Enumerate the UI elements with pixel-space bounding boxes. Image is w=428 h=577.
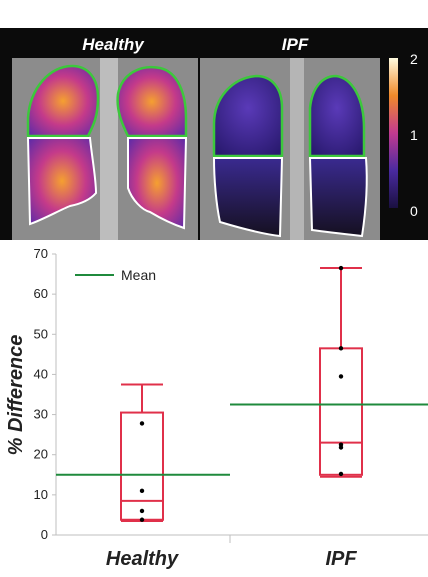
ipf-point-2 — [338, 374, 344, 379]
ipf-point-5 — [338, 471, 344, 477]
ipf-point-0 — [338, 265, 344, 271]
ipf-panel: IPF — [200, 35, 380, 240]
healthy-left-lower-lung — [26, 137, 98, 226]
healthy-point-1 — [139, 488, 145, 494]
colorbar-tick-1: 1 — [410, 127, 418, 143]
ipf-left-upper-lung — [212, 74, 284, 158]
healthy-panel-title: Healthy — [82, 35, 145, 54]
healthy-mediastinum — [100, 58, 118, 240]
plot-axes: 0 10 20 30 40 50 60 70 Healthy IPF — [34, 246, 428, 570]
healthy-box — [120, 411, 164, 521]
plot-marks — [56, 265, 428, 522]
legend: Mean — [75, 267, 156, 283]
healthy-point-0 — [139, 421, 145, 426]
colorbar-tick-2: 2 — [410, 51, 418, 67]
colorbar: 2 1 0 — [389, 51, 418, 219]
ipf-right-lower-lung — [308, 157, 368, 238]
healthy-left-upper-lung — [26, 64, 100, 138]
y-tick-label-60: 60 — [34, 286, 48, 301]
colorbar-gradient — [389, 58, 398, 208]
ipf-point-4 — [338, 445, 344, 450]
y-tick-label-10: 10 — [34, 487, 48, 502]
y-tick-label-30: 30 — [34, 407, 48, 422]
healthy-panel: Healthy — [12, 35, 198, 240]
x-category-label-healthy: Healthy — [106, 548, 179, 570]
healthy-right-upper-lung — [116, 65, 188, 138]
y-axis-title: % Difference — [5, 335, 27, 456]
box-plot: 0 10 20 30 40 50 60 70 Healthy IPF % Difference M… — [5, 246, 428, 570]
ipf-point-1 — [338, 346, 344, 351]
healthy-point-3 — [139, 517, 145, 522]
colorbar-tick-0: 0 — [410, 203, 418, 219]
legend-mean-label: Mean — [121, 267, 156, 283]
y-tick-label-40: 40 — [34, 366, 48, 381]
y-tick-label-0: 0 — [41, 527, 48, 542]
ipf-box — [319, 347, 363, 476]
ipf-panel-title: IPF — [282, 35, 309, 54]
healthy-right-lower-lung — [127, 137, 188, 230]
ipf-left-lower-lung — [212, 157, 284, 238]
ipf-right-upper-lung — [308, 74, 366, 158]
y-tick-label-50: 50 — [34, 326, 48, 341]
x-category-label-ipf: IPF — [325, 548, 357, 570]
y-tick-label-20: 20 — [34, 447, 48, 462]
ipf-mediastinum — [290, 58, 304, 240]
lung-imaging-panels: Healthy IPF 2 1 0 — [0, 28, 428, 240]
healthy-point-2 — [139, 508, 145, 514]
y-tick-label-70: 70 — [34, 246, 48, 261]
